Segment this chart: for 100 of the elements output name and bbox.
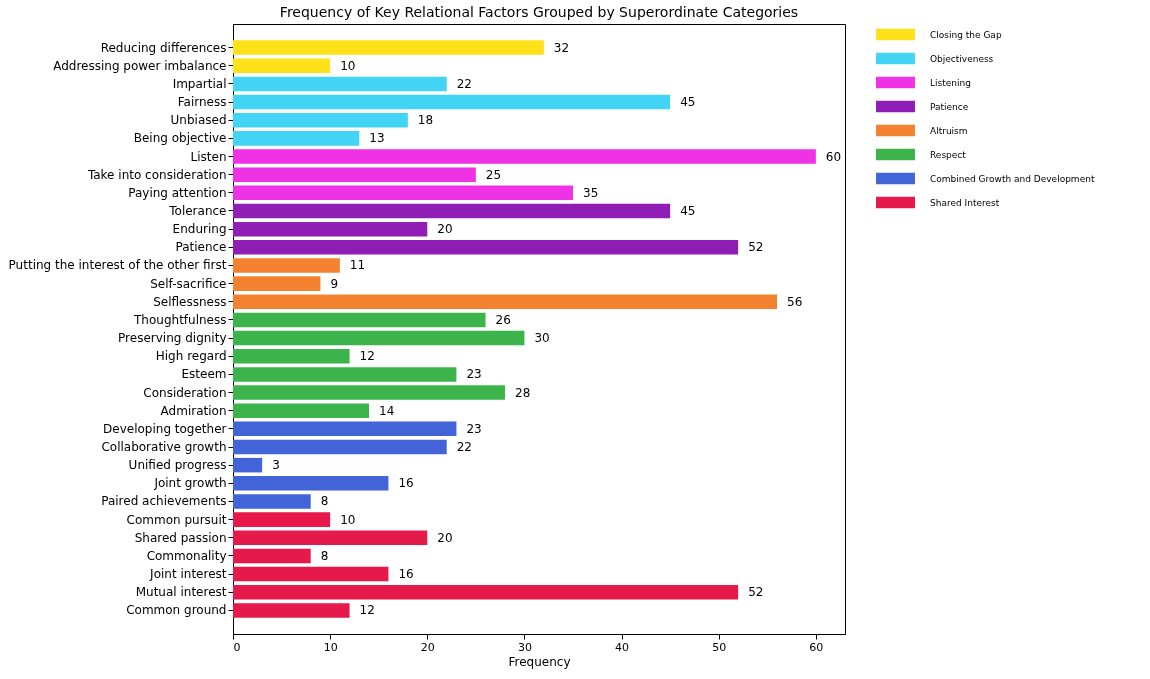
y-tick-label: Thoughtfulness: [133, 312, 227, 327]
y-tick-label: Paying attention: [128, 185, 227, 200]
bar: [233, 258, 340, 273]
bar: [233, 512, 331, 527]
legend-label: Patience: [930, 101, 969, 112]
bar: [233, 58, 331, 74]
y-tick-label: Enduring: [172, 222, 227, 237]
y-tick-label: Mutual interest: [135, 585, 227, 600]
data-label: 20: [437, 530, 453, 545]
bar: [233, 167, 476, 182]
bar: [233, 584, 739, 600]
bar: [233, 476, 389, 491]
bar: [233, 76, 447, 92]
bar: [233, 439, 447, 455]
legend-label: Listening: [930, 77, 971, 88]
legend-label: Objectiveness: [930, 53, 994, 64]
data-label: 30: [534, 331, 550, 346]
bar: [233, 566, 389, 582]
bar: [233, 603, 350, 618]
data-label: 35: [583, 185, 599, 200]
bar: [233, 40, 544, 55]
bar: [233, 94, 671, 110]
data-label: 12: [359, 349, 375, 364]
bar: [233, 276, 321, 291]
y-tick-label: Common ground: [126, 603, 227, 618]
legend-label: Shared Interest: [930, 197, 1000, 208]
y-tick-label: Joint interest: [149, 567, 227, 582]
y-tick-label: Esteem: [181, 367, 227, 382]
x-axis-title: Frequency: [508, 654, 571, 669]
data-label: 25: [485, 167, 502, 182]
y-tick-label: Listen: [190, 149, 227, 164]
bar: [233, 221, 428, 237]
x-tick-label: 0: [233, 640, 241, 654]
data-label: 26: [495, 312, 511, 327]
data-label: 52: [748, 585, 764, 600]
data-label: 10: [340, 58, 356, 73]
y-tick-label: Selflessness: [153, 294, 227, 309]
bar: [233, 548, 311, 564]
data-label: 28: [515, 385, 531, 400]
bar: [233, 421, 457, 437]
y-tick-label: Commonality: [146, 548, 227, 563]
x-tick-label: 60: [809, 640, 824, 654]
data-label: 60: [825, 149, 842, 164]
y-tick-label: Unbiased: [170, 113, 227, 128]
data-label: 32: [553, 40, 570, 55]
y-tick-label: Developing together: [103, 421, 227, 436]
y-tick-label: Unified progress: [128, 458, 227, 473]
legend-label: Combined Growth and Development: [930, 173, 1095, 184]
bar: [233, 240, 739, 255]
bar: [233, 457, 263, 473]
bar: [233, 367, 457, 382]
bar: [233, 131, 360, 146]
y-tick-label: Preserving dignity: [118, 331, 227, 346]
y-tick-label: Shared passion: [134, 530, 227, 545]
y-tick-label: Fairness: [177, 95, 227, 110]
bar: [233, 312, 486, 328]
y-tick-label: Addressing power imbalance: [53, 58, 227, 73]
data-label: 14: [379, 403, 395, 418]
y-tick-label: Self-sacrifice: [150, 276, 227, 291]
data-label: 45: [680, 95, 696, 110]
bar: [233, 112, 408, 128]
data-label: 13: [369, 131, 385, 146]
y-tick-label: Patience: [175, 240, 227, 255]
data-label: 16: [398, 476, 414, 491]
y-tick-label: Admiration: [160, 403, 227, 418]
y-tick-label: Common pursuit: [126, 512, 227, 527]
y-tick-label: Consideration: [143, 385, 227, 400]
y-tick-label: Impartial: [172, 76, 227, 91]
data-label: 23: [466, 421, 482, 436]
data-label: 20: [437, 222, 453, 237]
legend-label: Altruism: [930, 125, 968, 136]
data-label: 56: [787, 294, 803, 309]
x-tick-label: 40: [615, 640, 630, 654]
data-label: 12: [359, 603, 375, 618]
y-tick-label: Being objective: [133, 131, 227, 146]
bar: [233, 330, 525, 346]
bar: [233, 348, 350, 364]
y-tick-label: Collaborative growth: [101, 440, 227, 455]
data-label: 22: [456, 440, 472, 455]
chart-title: Frequency of Key Relational Factors Grouped by Superordinate Categories: [279, 4, 799, 20]
bar: [233, 185, 573, 201]
y-tick-label: High regard: [155, 349, 227, 364]
x-tick-label: 30: [517, 640, 532, 654]
data-label: 23: [466, 367, 482, 382]
bar: [233, 403, 369, 418]
bar: [233, 494, 311, 509]
data-label: 10: [340, 512, 356, 527]
bar: [233, 149, 816, 164]
bar: [233, 203, 671, 219]
y-tick-label: Reducing differences: [100, 40, 227, 55]
data-label: 22: [456, 76, 472, 91]
y-tick-label: Tolerance: [168, 203, 227, 218]
y-tick-label: Take into consideration: [86, 167, 227, 182]
data-label: 52: [748, 240, 764, 255]
data-label: 11: [349, 258, 366, 273]
x-tick-label: 50: [712, 640, 727, 654]
data-label: 9: [330, 276, 339, 291]
y-tick-label: Paired achievements: [101, 494, 227, 509]
legend-label: Closing the Gap: [930, 29, 1002, 40]
data-label: 18: [417, 113, 434, 128]
